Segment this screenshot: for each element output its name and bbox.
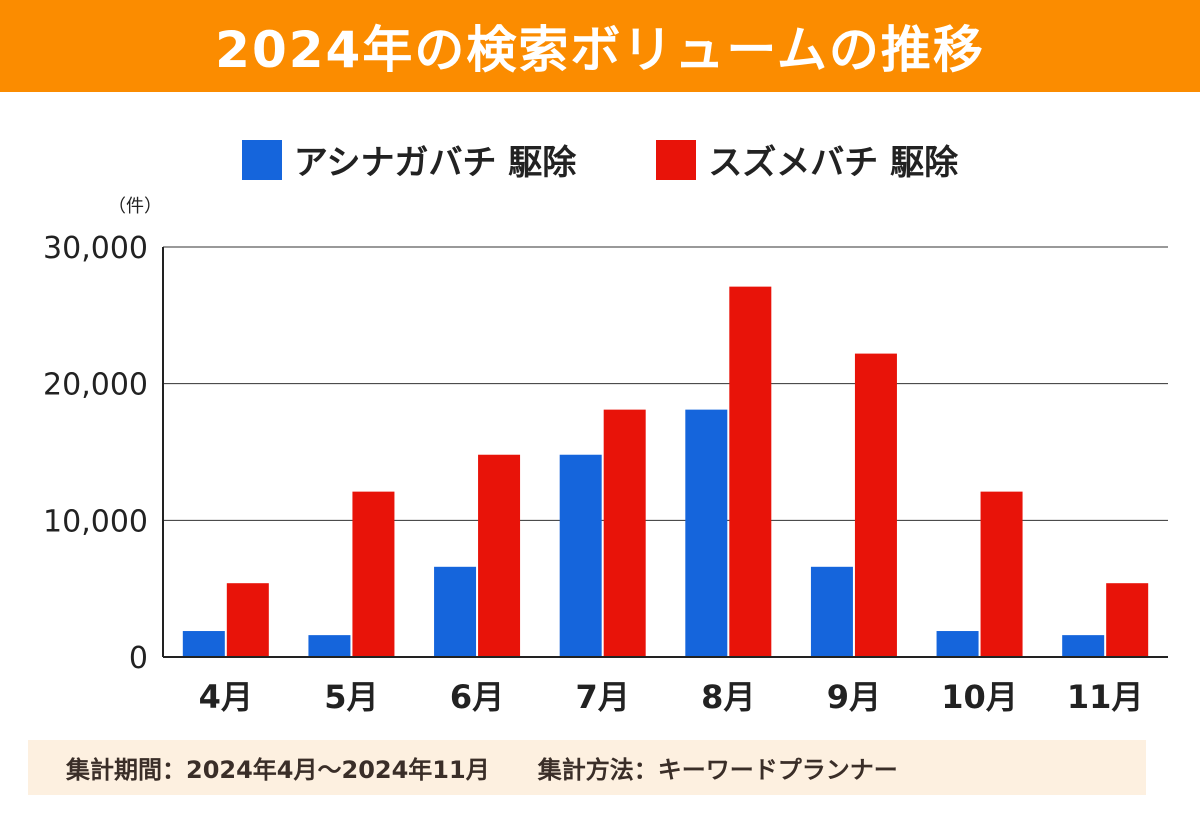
bar-suzumebachi bbox=[478, 454, 521, 657]
x-tick-label: 4月 bbox=[199, 678, 253, 716]
legend-label: アシナガバチ 駆除 bbox=[293, 143, 577, 183]
chart-title: 2024年の検索ボリュームの推移 bbox=[215, 21, 985, 79]
bar-ashinagabachi bbox=[308, 635, 351, 657]
x-tick-label: 11月 bbox=[1067, 678, 1144, 716]
y-tick-label: 30,000 bbox=[43, 231, 148, 266]
bar-suzumebachi bbox=[729, 286, 772, 657]
bar-suzumebachi bbox=[352, 491, 395, 657]
bar-ashinagabachi bbox=[559, 454, 602, 657]
bar-suzumebachi bbox=[1106, 583, 1149, 657]
x-tick-label: 7月 bbox=[576, 678, 630, 716]
bar-ashinagabachi bbox=[434, 566, 477, 657]
bar-suzumebachi bbox=[226, 583, 269, 657]
y-tick-label: 0 bbox=[129, 641, 148, 676]
x-tick-label: 10月 bbox=[941, 678, 1018, 716]
footer-note: 集計期間：2024年4月～2024年11月 集計方法：キーワードプランナー bbox=[28, 740, 1146, 795]
legend-swatch bbox=[656, 139, 697, 180]
legend-label: スズメバチ 駆除 bbox=[708, 143, 959, 183]
bar-ashinagabachi bbox=[810, 566, 853, 657]
x-tick-label: 5月 bbox=[324, 678, 378, 716]
bar-ashinagabachi bbox=[936, 631, 979, 657]
legend-item-ashinagabachi: アシナガバチ 駆除 bbox=[241, 135, 577, 184]
y-tick-label: 20,000 bbox=[43, 368, 148, 403]
y-axis-unit: （件） bbox=[108, 196, 162, 217]
legend-swatch bbox=[241, 139, 282, 180]
bar-ashinagabachi bbox=[685, 409, 728, 657]
aggregation-method: 集計方法：キーワードプランナー bbox=[537, 756, 898, 784]
bar-suzumebachi bbox=[603, 409, 646, 657]
x-tick-label: 8月 bbox=[701, 678, 755, 716]
title-bar: 2024年の検索ボリュームの推移 bbox=[0, 0, 1200, 92]
bar-ashinagabachi bbox=[182, 631, 225, 657]
y-tick-label: 10,000 bbox=[43, 504, 148, 539]
bar-chart: 0 10,000 20,000 30,000 4月 5月 6月 7月 8月 9月 10月 11月 bbox=[43, 231, 1168, 716]
legend: アシナガバチ 駆除 スズメバチ 駆除 bbox=[0, 135, 1200, 184]
aggregation-period: 集計期間：2024年4月～2024年11月 bbox=[66, 756, 490, 784]
bar-suzumebachi bbox=[854, 353, 897, 657]
bar-suzumebachi bbox=[980, 491, 1023, 657]
legend-item-suzumebachi: スズメバチ 駆除 bbox=[656, 135, 958, 184]
x-tick-label: 6月 bbox=[450, 678, 504, 716]
x-tick-label: 9月 bbox=[827, 678, 881, 716]
bar-ashinagabachi bbox=[1062, 635, 1105, 657]
